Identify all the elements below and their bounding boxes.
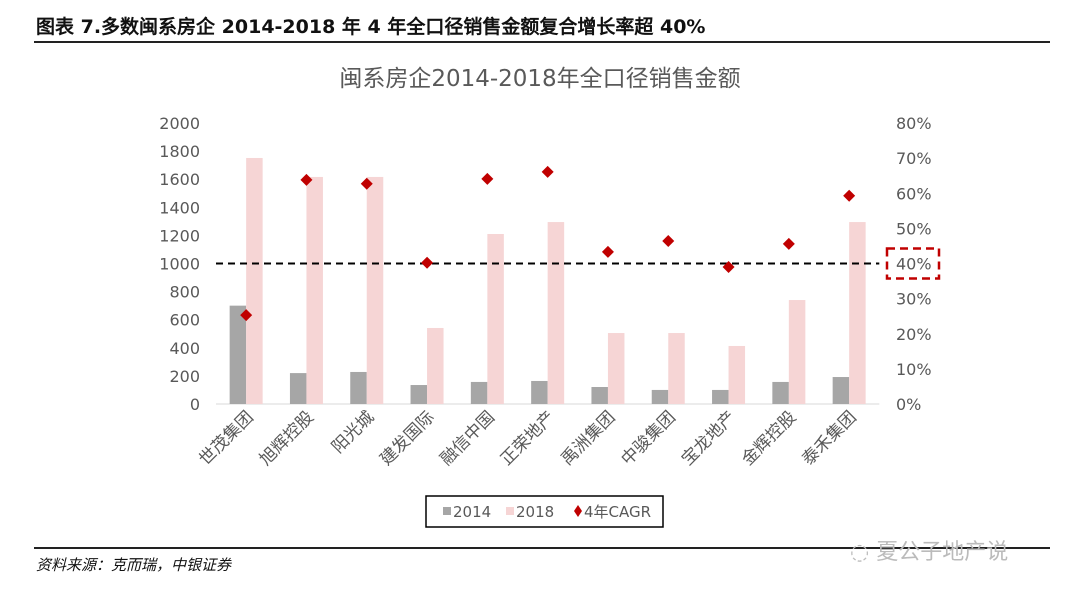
- bar-2014: [289, 373, 307, 404]
- y-tick-label: 0: [190, 395, 200, 414]
- x-tick-label: 中骏集团: [618, 407, 680, 469]
- cagr-marker: [601, 245, 614, 258]
- y2-tick-label: 80%: [896, 114, 932, 133]
- x-tick-label: 建发国际: [376, 407, 438, 469]
- y2-tick-label: 30%: [896, 290, 932, 309]
- chart-title: 闽系房企2014-2018年全口径销售金额: [339, 66, 740, 92]
- bar-2018: [607, 333, 625, 404]
- bar-2014: [651, 389, 669, 404]
- bar-2018: [427, 327, 444, 404]
- bar-2018: [487, 233, 504, 404]
- y-tick-label: 1200: [159, 226, 200, 245]
- bar-2018: [547, 222, 565, 404]
- highlight-box-40pct: [885, 247, 941, 280]
- legend-swatch-2014: [443, 507, 451, 515]
- y2-tick-label: 10%: [896, 360, 932, 379]
- legend-label-2018: 2018: [516, 503, 554, 521]
- bar-2018: [306, 176, 323, 404]
- cagr-marker: [300, 173, 313, 186]
- bottom-divider: [34, 547, 1050, 549]
- bar-2014: [410, 385, 428, 404]
- y2-tick-label: 40%: [896, 255, 932, 274]
- x-tick-label: 宝龙地产: [678, 407, 740, 469]
- legend-swatch-2018: [506, 507, 514, 515]
- x-tick-label: 泰禾集团: [798, 407, 860, 469]
- watermark-text: 夏公子地产说: [876, 540, 1009, 565]
- bar-2014: [531, 380, 548, 404]
- cagr-marker: [360, 177, 373, 190]
- x-tick-label: 阳光城: [328, 407, 378, 457]
- legend-swatch-cagr: [574, 505, 582, 517]
- cagr-marker: [782, 237, 795, 250]
- y-tick-label: 1600: [159, 170, 200, 189]
- bar-2014: [470, 381, 488, 404]
- x-tick-label: 融信中国: [437, 407, 499, 469]
- x-tick-label: 金辉控股: [738, 407, 800, 469]
- source-note: 资料来源：克而瑞，中银证券: [36, 556, 232, 574]
- y2-tick-label: 0%: [896, 395, 921, 414]
- y-tick-label: 800: [169, 283, 200, 302]
- bar-2014: [832, 377, 850, 404]
- bar-2014: [350, 371, 367, 404]
- y2-tick-label: 70%: [896, 149, 932, 168]
- y-tick-label: 400: [169, 339, 200, 358]
- y2-tick-label: 50%: [896, 219, 932, 238]
- y-tick-label: 1000: [159, 255, 200, 274]
- y-tick-label: 200: [169, 367, 200, 386]
- x-tick-label: 世茂集团: [195, 407, 257, 469]
- y-tick-label: 1400: [159, 198, 200, 217]
- bar-2018: [246, 157, 263, 404]
- watermark: ◌ 夏公子地产说: [850, 534, 1008, 566]
- bar-2014: [772, 381, 789, 404]
- y-tick-label: 1800: [159, 142, 200, 161]
- cagr-marker: [662, 235, 675, 248]
- bar-2018: [788, 300, 806, 404]
- bar-2018: [849, 222, 866, 404]
- bar-2018: [366, 176, 384, 404]
- x-tick-label: 正荣地产: [497, 407, 559, 469]
- bar-2018: [668, 333, 685, 404]
- top-divider: [34, 41, 1050, 43]
- cagr-marker: [481, 172, 494, 185]
- bar-2014: [591, 386, 608, 404]
- y-tick-label: 600: [169, 311, 200, 330]
- legend-box: [425, 495, 664, 528]
- cagr-marker: [541, 165, 554, 178]
- bar-2014: [229, 305, 247, 404]
- x-tick-label: 禹洲集团: [557, 407, 619, 469]
- y2-tick-label: 60%: [896, 184, 932, 203]
- bar-2018: [728, 345, 746, 404]
- legend-label-2014: 2014: [453, 503, 491, 521]
- cagr-marker: [843, 189, 856, 202]
- y2-tick-label: 20%: [896, 325, 932, 344]
- y-tick-label: 2000: [159, 114, 200, 133]
- bar-2014: [712, 389, 729, 404]
- cagr-marker: [722, 261, 735, 274]
- cagr-marker: [421, 256, 434, 269]
- legend-label-cagr: 4年CAGR: [584, 503, 651, 521]
- cagr-marker: [240, 309, 253, 322]
- figure-heading: 图表 7.多数闽系房企 2014-2018 年 4 年全口径销售金额复合增长率超…: [36, 16, 706, 38]
- wechat-icon: ◌: [850, 540, 870, 565]
- x-tick-label: 旭辉控股: [256, 407, 318, 469]
